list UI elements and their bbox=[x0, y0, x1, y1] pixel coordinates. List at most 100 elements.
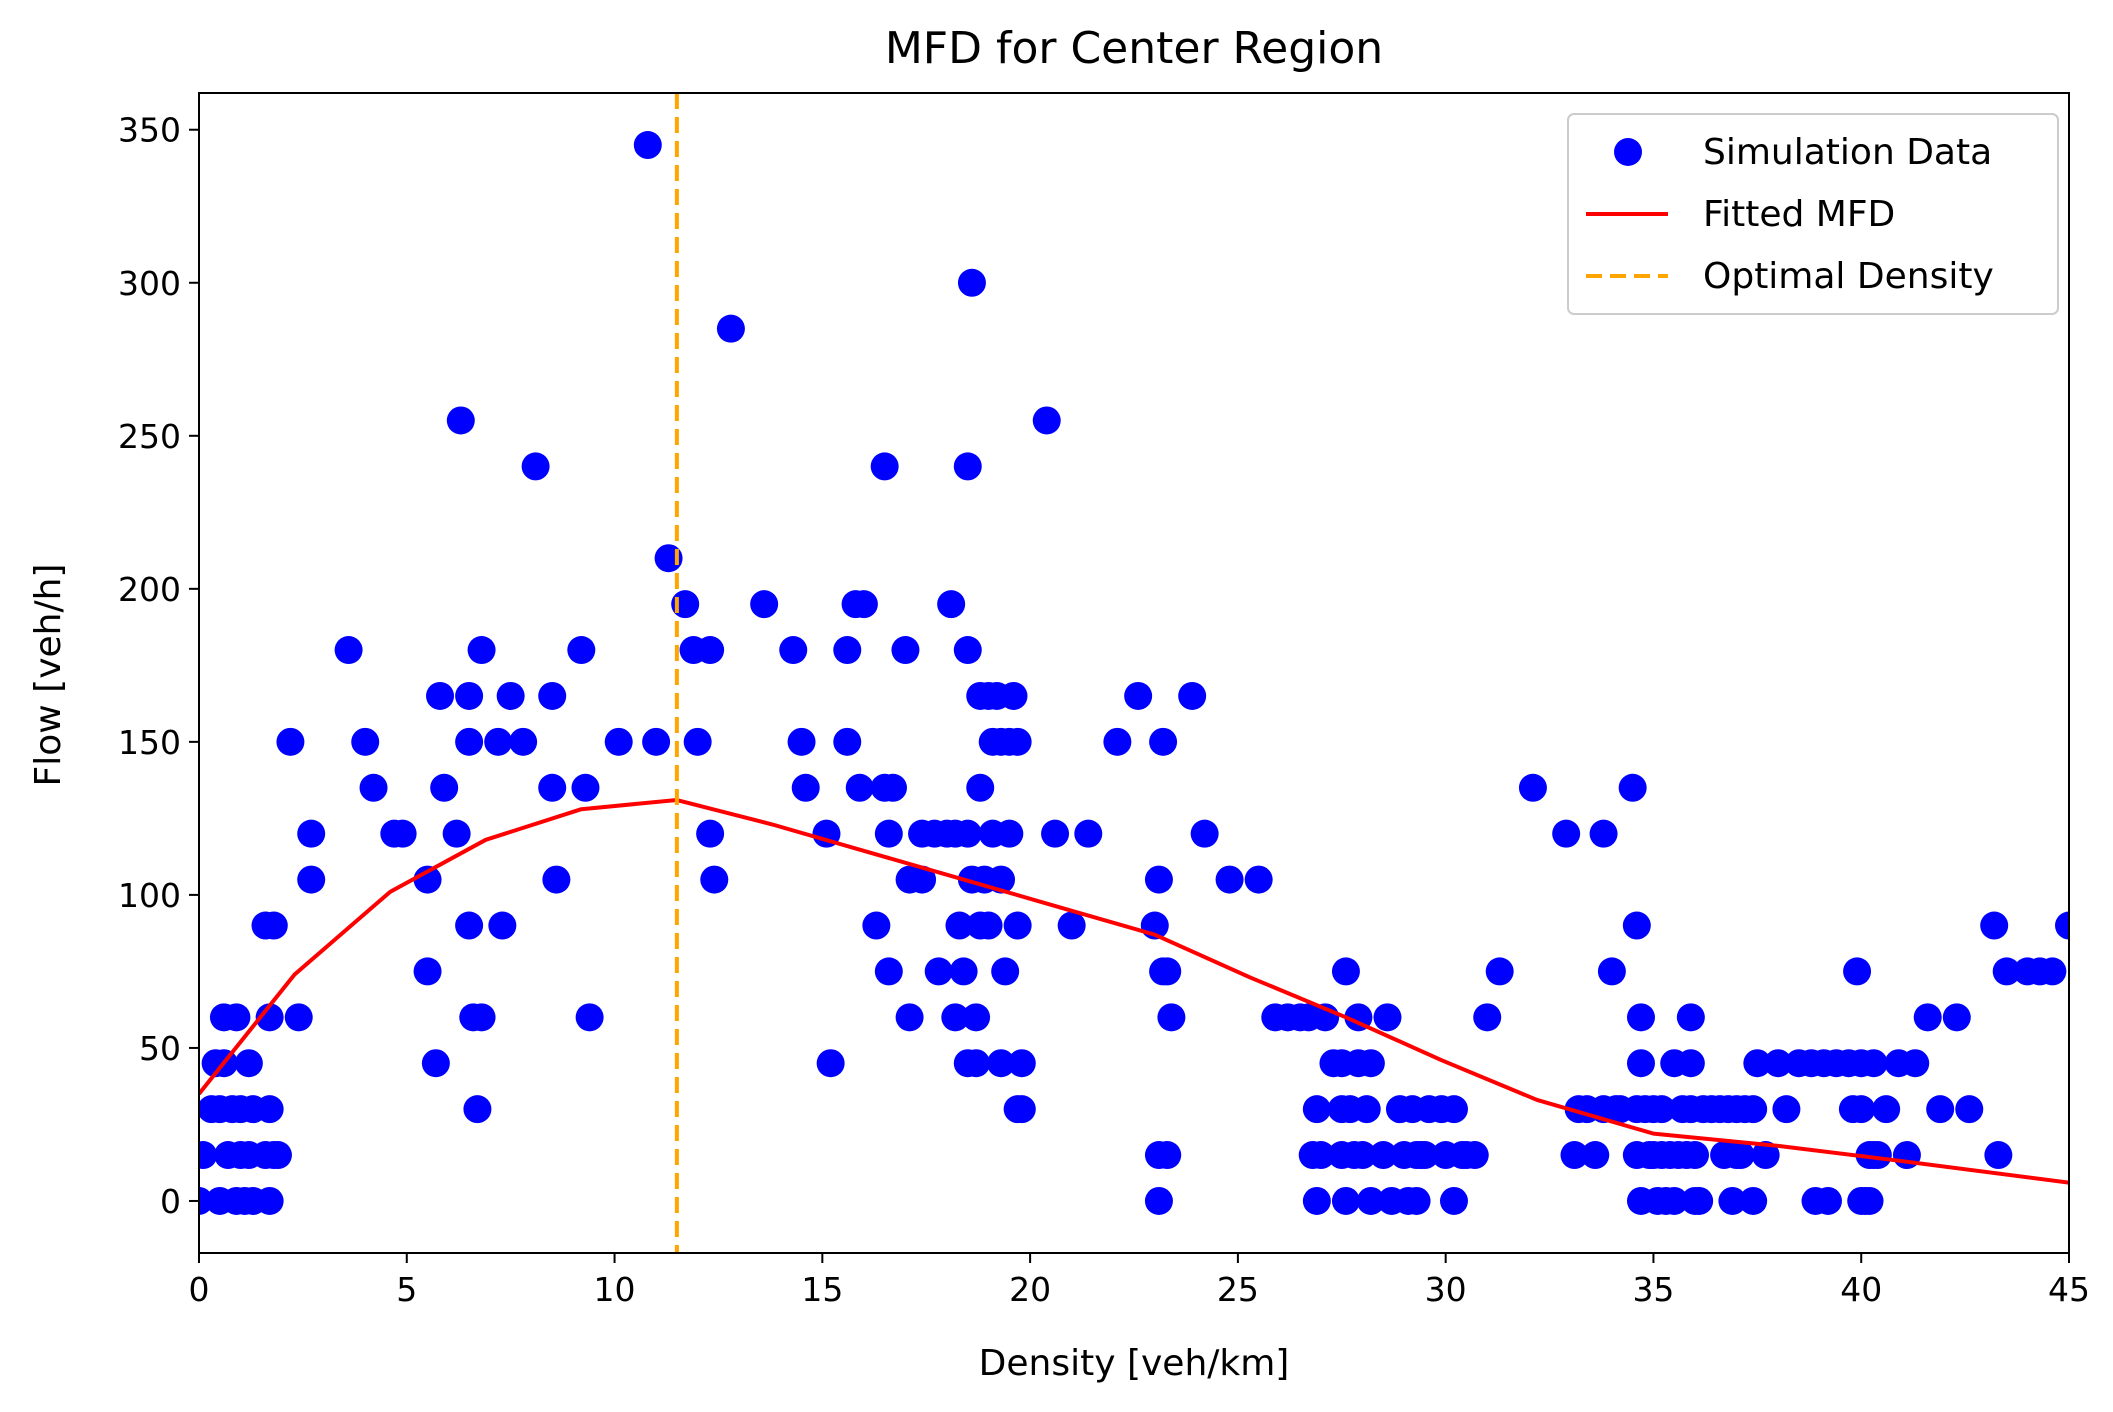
data-point bbox=[1473, 1003, 1502, 1032]
data-point bbox=[1215, 865, 1244, 894]
data-point bbox=[234, 1049, 263, 1078]
data-point bbox=[991, 957, 1020, 986]
data-point bbox=[488, 911, 517, 940]
data-point bbox=[966, 773, 995, 802]
data-point bbox=[388, 819, 417, 848]
data-point bbox=[1307, 1141, 1335, 1170]
data-point bbox=[1356, 1049, 1385, 1078]
data-point bbox=[633, 131, 662, 160]
data-point bbox=[1726, 1141, 1755, 1170]
data-point bbox=[1460, 1141, 1489, 1170]
fitted-mfd-line bbox=[199, 798, 2069, 1185]
data-point bbox=[1352, 1095, 1381, 1124]
data-point bbox=[484, 727, 513, 756]
data-point bbox=[891, 636, 920, 665]
data-point bbox=[1647, 1095, 1676, 1124]
data-point bbox=[1041, 819, 1070, 848]
data-point bbox=[833, 727, 862, 756]
x-tick-label: 20 bbox=[1009, 1270, 1051, 1309]
data-point bbox=[496, 681, 525, 710]
data-point bbox=[1439, 1186, 1468, 1215]
data-point bbox=[833, 636, 862, 665]
data-point bbox=[463, 1095, 492, 1124]
plot-frame bbox=[198, 92, 2070, 1254]
data-point bbox=[255, 1095, 284, 1124]
data-point bbox=[870, 452, 899, 481]
data-point bbox=[874, 819, 903, 848]
data-point bbox=[1157, 1003, 1186, 1032]
data-point bbox=[750, 590, 779, 619]
data-point bbox=[1626, 1049, 1655, 1078]
data-point bbox=[995, 819, 1024, 848]
data-point bbox=[1103, 727, 1132, 756]
data-point bbox=[1926, 1095, 1955, 1124]
data-point bbox=[1843, 957, 1872, 986]
data-point bbox=[1718, 1186, 1747, 1215]
data-point bbox=[1772, 1095, 1801, 1124]
data-point bbox=[542, 865, 571, 894]
data-point bbox=[1302, 1095, 1331, 1124]
data-point bbox=[1190, 819, 1219, 848]
legend-box bbox=[1567, 113, 2059, 315]
data-point bbox=[962, 1049, 991, 1078]
data-point bbox=[1348, 1141, 1377, 1170]
data-point bbox=[455, 911, 484, 940]
data-point bbox=[987, 1049, 1016, 1078]
data-point bbox=[467, 1003, 496, 1032]
data-point bbox=[446, 406, 475, 435]
data-point bbox=[1402, 1186, 1431, 1215]
data-point bbox=[1302, 1186, 1331, 1215]
data-point bbox=[895, 1003, 924, 1032]
data-point bbox=[2055, 911, 2069, 940]
x-tick-label: 5 bbox=[396, 1270, 417, 1309]
data-point bbox=[1032, 406, 1061, 435]
x-tick-label: 25 bbox=[1217, 1270, 1259, 1309]
legend-marker-simulation-data bbox=[1614, 138, 1642, 166]
chart-title: MFD for Center Region bbox=[885, 23, 1383, 74]
data-point bbox=[1144, 1186, 1173, 1215]
y-tick-label: 300 bbox=[118, 264, 181, 303]
data-point bbox=[467, 636, 496, 665]
data-point bbox=[421, 1049, 450, 1078]
data-point bbox=[1955, 1095, 1984, 1124]
data-point bbox=[924, 957, 953, 986]
x-tick-label: 10 bbox=[594, 1270, 636, 1309]
data-point bbox=[1518, 773, 1547, 802]
data-point bbox=[1153, 957, 1182, 986]
data-point bbox=[442, 819, 471, 848]
data-point bbox=[1984, 1141, 2013, 1170]
data-point bbox=[259, 911, 288, 940]
data-point bbox=[962, 1003, 991, 1032]
data-point bbox=[1560, 1141, 1589, 1170]
data-point bbox=[1552, 819, 1581, 848]
data-point bbox=[908, 865, 937, 894]
data-point bbox=[1901, 1049, 1930, 1078]
data-point bbox=[845, 773, 874, 802]
data-point bbox=[1847, 1095, 1876, 1124]
data-point bbox=[1373, 1003, 1402, 1032]
data-point bbox=[1597, 957, 1626, 986]
data-point bbox=[642, 727, 671, 756]
data-point bbox=[937, 590, 966, 619]
data-point bbox=[1003, 727, 1032, 756]
data-point bbox=[1685, 1186, 1714, 1215]
data-point bbox=[1144, 865, 1173, 894]
data-point bbox=[199, 1141, 218, 1170]
data-point bbox=[696, 636, 725, 665]
data-point bbox=[351, 727, 380, 756]
x-axis-label: Density [veh/km] bbox=[979, 1343, 1290, 1384]
data-point bbox=[2038, 957, 2067, 986]
data-point bbox=[874, 957, 903, 986]
data-point bbox=[941, 1003, 970, 1032]
y-tick-label: 100 bbox=[118, 876, 181, 915]
data-point bbox=[999, 681, 1028, 710]
data-point bbox=[1356, 1186, 1385, 1215]
data-point bbox=[222, 1003, 251, 1032]
data-point bbox=[455, 681, 484, 710]
data-point bbox=[862, 911, 891, 940]
data-point bbox=[1153, 1141, 1182, 1170]
data-point bbox=[957, 268, 986, 297]
data-point bbox=[284, 1003, 313, 1032]
data-point bbox=[255, 1003, 284, 1032]
